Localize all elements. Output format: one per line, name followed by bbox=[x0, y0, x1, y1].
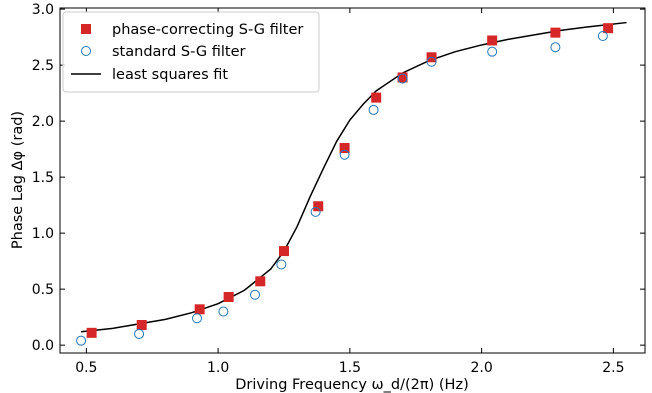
x-tick-label: 2.0 bbox=[470, 360, 492, 376]
phase-correcting-point bbox=[603, 23, 614, 34]
standard-point bbox=[192, 313, 203, 324]
legend-box bbox=[62, 11, 320, 93]
axis-ticks bbox=[60, 8, 645, 353]
fit-curve bbox=[81, 21, 627, 333]
standard-point bbox=[250, 289, 260, 300]
phase-correcting-point bbox=[278, 246, 289, 257]
standard-point bbox=[134, 328, 145, 339]
x-tick-label: 0.5 bbox=[75, 360, 97, 376]
standard-point bbox=[368, 104, 379, 115]
standard-point bbox=[339, 149, 350, 160]
y-tick-label: 3.0 bbox=[32, 2, 54, 18]
y-tick-label: 0.0 bbox=[32, 338, 54, 354]
phase-correcting-point bbox=[550, 27, 561, 38]
phase-correcting-point bbox=[397, 72, 408, 83]
legend-label-phase-correcting: phase-correcting S-G filter bbox=[112, 22, 303, 38]
phase-correcting-point bbox=[339, 143, 350, 154]
legend-label-standard: standard S-G filter bbox=[112, 44, 246, 60]
y-tick-label: 2.0 bbox=[32, 114, 54, 130]
standard-point bbox=[550, 42, 561, 53]
phase-correcting-point bbox=[487, 35, 498, 46]
standard-point bbox=[310, 206, 321, 217]
x-tick-label: 1.0 bbox=[207, 360, 229, 376]
y-tick-label: 2.5 bbox=[32, 58, 54, 74]
legend: phase-correcting S-G filter standard S-G… bbox=[62, 11, 320, 93]
phase-correcting-point bbox=[136, 319, 147, 330]
standard-point bbox=[218, 306, 229, 317]
phase-correcting-point bbox=[371, 92, 382, 103]
standard-point bbox=[597, 31, 608, 42]
standard-point bbox=[76, 335, 87, 346]
x-tick-label: 2.5 bbox=[602, 360, 624, 376]
phase-correcting-point bbox=[313, 201, 324, 212]
phase-correcting-point bbox=[223, 291, 234, 302]
standard-point bbox=[487, 46, 498, 57]
y-tick-label: 0.5 bbox=[32, 282, 54, 298]
phase-correcting-point bbox=[255, 276, 266, 287]
y-tick-label: 1.5 bbox=[32, 170, 54, 186]
phase-correcting-point bbox=[86, 327, 97, 338]
x-axis-label: Driving Frequency ω_d/(2π) (Hz) bbox=[235, 377, 468, 393]
phase-correcting-point bbox=[194, 304, 205, 315]
standard-point bbox=[426, 56, 437, 67]
standard-point bbox=[276, 259, 287, 270]
y-axis-label: Phase Lag Δφ (rad) bbox=[10, 111, 26, 249]
axis-tick-labels: 0.5 1.0 1.5 2.0 2.5 0.0 0.5 1.0 1.5 2.0 2.5 3.0 bbox=[32, 2, 625, 376]
legend-marker-square bbox=[81, 24, 91, 34]
legend-marker-circle bbox=[81, 46, 91, 56]
marker-layer bbox=[76, 23, 614, 346]
standard-point bbox=[397, 73, 408, 84]
y-tick-label: 1.0 bbox=[32, 226, 54, 242]
x-tick-label: 1.5 bbox=[339, 360, 361, 376]
legend-label-fit: least squares fit bbox=[112, 67, 228, 83]
fit-layer bbox=[81, 21, 627, 333]
